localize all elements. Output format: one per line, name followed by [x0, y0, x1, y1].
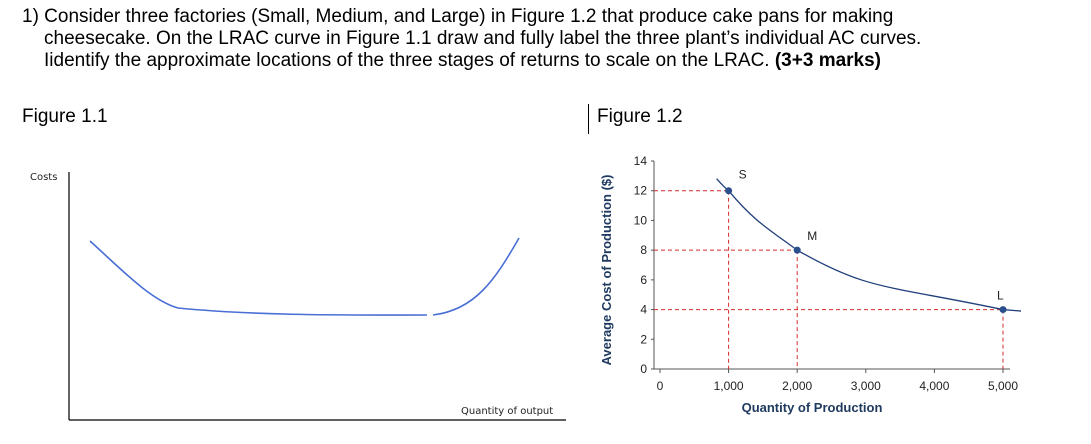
- fig2-point-s: [725, 187, 733, 195]
- fig2-x-tick-label: 3,000: [851, 379, 881, 393]
- fig2-y-tick-label: 10: [634, 213, 648, 227]
- question-text: 1) Consider three factories (Small, Medi…: [22, 6, 1082, 72]
- fig2-x-tick-label: 2,000: [782, 379, 812, 393]
- fig2-x-ticks: 0 1,000 2,000 3,000 4,000 5,000: [657, 369, 1018, 393]
- lrac-curve-left: [89, 240, 428, 316]
- fig2-x-tick-label: 1,000: [714, 379, 744, 393]
- fig2-point-label-l: L: [997, 289, 1004, 303]
- fig2-y-tick-label: 12: [634, 184, 648, 198]
- figure-1-2-title: Figure 1.2: [597, 106, 683, 127]
- question-line-3: Iidentify the approximate locations of t…: [22, 50, 1082, 72]
- question-line-3-text: Iidentify the approximate locations of t…: [44, 50, 770, 71]
- fig2-point-label-m: M: [807, 229, 817, 243]
- fig2-y-tick-label: 6: [640, 273, 647, 287]
- fig2-y-tick-label: 2: [640, 332, 647, 346]
- fig1-xlabel: Quantity of output: [461, 406, 553, 417]
- figure-1-1: Costs Quantity of output: [30, 172, 566, 421]
- fig2-x-tick-label: 4,000: [919, 379, 949, 393]
- figure-1-1-title: Figure 1.1: [22, 106, 108, 127]
- fig2-y-tick-label: 4: [640, 303, 647, 317]
- question-line-1: 1) Consider three factories (Small, Medi…: [22, 6, 894, 27]
- fig2-point-m: [793, 246, 801, 254]
- fig2-y-ticks: 0 2 4 6 8 10 12 14: [634, 154, 654, 376]
- lrac-curve-right: [432, 237, 520, 316]
- fig1-ylabel: Costs: [30, 172, 57, 183]
- fig2-point-l: [999, 306, 1007, 314]
- figure-1-2-chart: Average Cost of Production ($) Quantity …: [599, 154, 1022, 415]
- figure-divider: [588, 104, 589, 134]
- fig2-ylabel: Average Cost of Production ($): [599, 175, 614, 366]
- fig2-x-tick-label: 0: [657, 379, 664, 393]
- fig2-x-tick-label: 5,000: [988, 379, 1018, 393]
- fig2-curve: [716, 178, 1022, 312]
- marks-label: (3+3 marks): [774, 50, 882, 71]
- fig2-xlabel: Quantity of Production: [742, 400, 883, 415]
- fig2-y-tick-label: 0: [640, 362, 647, 376]
- fig2-point-label-s: S: [739, 168, 747, 182]
- question-line-2: cheesecake. On the LRAC curve in Figure …: [44, 28, 922, 49]
- fig2-y-tick-label: 8: [640, 243, 647, 257]
- fig2-guides: [654, 190, 1004, 369]
- fig2-y-tick-label: 14: [634, 154, 648, 168]
- fig2-points: S M L: [725, 168, 1007, 314]
